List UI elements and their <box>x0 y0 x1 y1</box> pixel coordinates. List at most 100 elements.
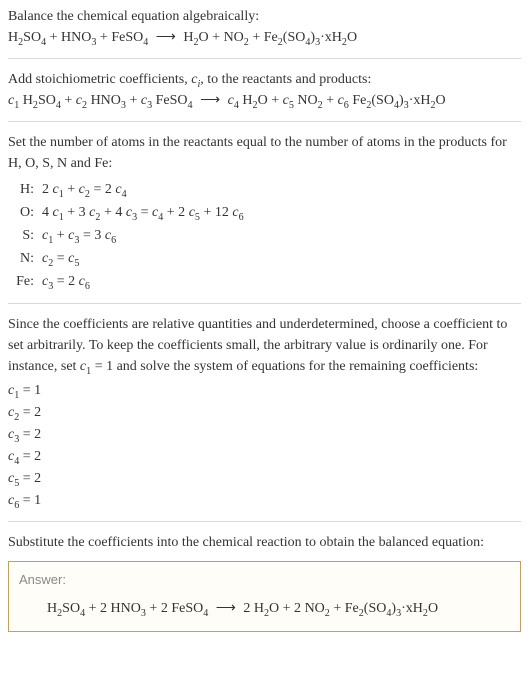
step2-text: Add stoichiometric coefficients, ci, to … <box>8 69 521 90</box>
atom-label: H: <box>8 178 42 201</box>
eq-text: FeSO <box>111 30 143 45</box>
step4-block: Since the coefficients are relative quan… <box>8 314 521 511</box>
text: Add stoichiometric coefficients, <box>8 72 191 87</box>
eq-text: H <box>242 93 252 108</box>
text: = 1 and solve the system of equations fo… <box>91 359 478 374</box>
coeff-row: c2 = 2 <box>8 401 521 423</box>
coeff-equation: c1 H2SO4 + c2 HNO3 + c3 FeSO4 ⟶ c4 H2O +… <box>8 90 521 111</box>
eq-arrow: ⟶ <box>148 30 183 45</box>
answer-box: Answer: H2SO4 + 2 HNO3 + 2 FeSO4 ⟶ 2 H2O… <box>8 561 521 632</box>
eq-text: HNO <box>91 93 121 108</box>
eq-text: H <box>183 30 193 45</box>
coeff-value: = 2 <box>19 449 41 464</box>
eq-text: + 2 <box>279 601 304 616</box>
coeff-value: = 2 <box>19 471 41 486</box>
step3-text: Set the number of atoms in the reactants… <box>8 132 521 174</box>
atom-label: Fe: <box>8 270 42 293</box>
eq-text: SO <box>23 30 41 45</box>
eq-text: SO <box>38 93 56 108</box>
atom-row: O:4 c1 + 3 c2 + 4 c3 = c4 + 2 c5 + 12 c6 <box>8 201 248 224</box>
eq-text: + 2 <box>85 601 110 616</box>
eq-text: + 3 <box>64 205 89 220</box>
eq-text: + 2 <box>163 205 188 220</box>
eq-text: NO <box>224 30 244 45</box>
eq-text: (SO <box>283 30 306 45</box>
eq-text: = 2 <box>90 182 115 197</box>
atom-table: H:2 c1 + c2 = 2 c4O:4 c1 + 3 c2 + 4 c3 =… <box>8 178 248 293</box>
eq-sub: 4 <box>188 100 193 111</box>
eq-text: ·xH <box>409 93 431 108</box>
eq-text: + <box>209 30 224 45</box>
step3-block: Set the number of atoms in the reactants… <box>8 132 521 293</box>
var-sub: 4 <box>122 189 127 200</box>
eq-text: H <box>47 601 57 616</box>
eq-text: H <box>8 30 18 45</box>
coeff-value: = 1 <box>19 493 41 508</box>
step5-text: Substitute the coefficients into the che… <box>8 532 521 553</box>
eq-text: + <box>126 93 141 108</box>
eq-text: 2 <box>42 182 53 197</box>
eq-text: Fe <box>352 93 366 108</box>
atom-equation: c3 = 2 c6 <box>42 270 248 293</box>
eq-text: ·xH <box>401 601 423 616</box>
eq-text: Fe <box>264 30 278 45</box>
eq-text: + <box>323 93 338 108</box>
eq-text: + <box>64 182 79 197</box>
intro-text: Balance the chemical equation algebraica… <box>8 6 521 27</box>
step4-text: Since the coefficients are relative quan… <box>8 314 521 377</box>
coeff-list: c1 = 1c2 = 2c3 = 2c4 = 2c5 = 2c6 = 1 <box>8 379 521 511</box>
step5-block: Substitute the coefficients into the che… <box>8 532 521 553</box>
eq-text: = <box>137 205 152 220</box>
document-root: Balance the chemical equation algebraica… <box>0 0 529 642</box>
eq-text: = <box>53 251 68 266</box>
coeff-row: c3 = 2 <box>8 423 521 445</box>
eq-text: O <box>258 93 268 108</box>
var-sub: 6 <box>239 212 244 223</box>
eq-text: SO <box>62 601 80 616</box>
coeff-row: c1 = 1 <box>8 379 521 401</box>
eq-text: NO <box>305 601 325 616</box>
eq-text: NO <box>297 93 317 108</box>
eq-text: + <box>330 601 345 616</box>
eq-text: = 2 <box>53 274 78 289</box>
eq-text: + <box>249 30 264 45</box>
atom-label: S: <box>8 224 42 247</box>
atom-equation: 4 c1 + 3 c2 + 4 c3 = c4 + 2 c5 + 12 c6 <box>42 201 248 224</box>
atom-equation: c2 = c5 <box>42 247 248 270</box>
separator <box>8 521 521 522</box>
step2-block: Add stoichiometric coefficients, ci, to … <box>8 69 521 111</box>
eq-text: O <box>347 30 357 45</box>
eq-text: + 2 <box>146 601 171 616</box>
eq-text: O <box>428 601 438 616</box>
eq-text: + 4 <box>100 205 125 220</box>
atom-row: N:c2 = c5 <box>8 247 248 270</box>
eq-text: O <box>436 93 446 108</box>
coeff-row: c5 = 2 <box>8 467 521 489</box>
eq-text: + <box>46 30 61 45</box>
eq-text: 2 <box>243 601 254 616</box>
coeff-value: = 2 <box>19 427 41 442</box>
coeff-row: c4 = 2 <box>8 445 521 467</box>
text: , to the reactants and products: <box>200 72 371 87</box>
separator <box>8 303 521 304</box>
eq-text: FeSO <box>171 601 203 616</box>
eq-text: = 3 <box>79 228 104 243</box>
eq-text: (SO <box>364 601 387 616</box>
eq-text: + <box>53 228 68 243</box>
eq-text: ·xH <box>320 30 342 45</box>
atom-label: O: <box>8 201 42 224</box>
eq-text: + 12 <box>200 205 232 220</box>
eq-text: (SO <box>371 93 394 108</box>
eq-text: + <box>61 93 76 108</box>
eq-text: 4 <box>42 205 53 220</box>
eq-text: Fe <box>345 601 359 616</box>
eq-arrow: ⟶ <box>193 93 228 108</box>
eq-text: HNO <box>61 30 91 45</box>
eq-text: H <box>254 601 264 616</box>
eq-text: HNO <box>111 601 141 616</box>
balanced-equation: H2SO4 + 2 HNO3 + 2 FeSO4 ⟶ 2 H2O + 2 NO2… <box>19 598 510 619</box>
coeff-value: = 2 <box>19 405 41 420</box>
separator <box>8 121 521 122</box>
eq-arrow: ⟶ <box>208 601 243 616</box>
eq-text: O <box>269 601 279 616</box>
